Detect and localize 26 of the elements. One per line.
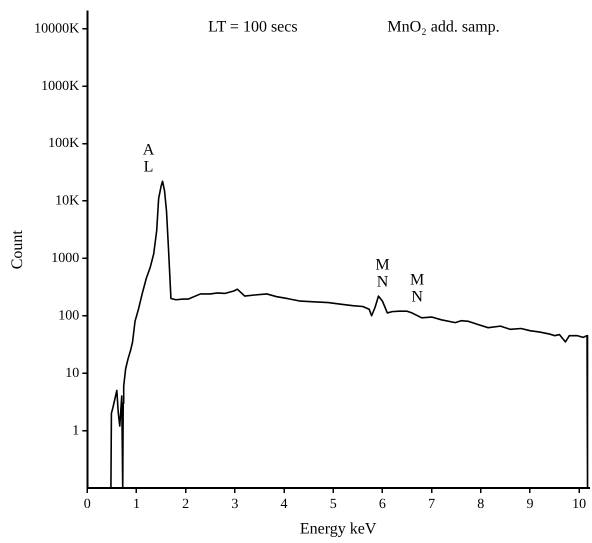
- x-tick-label: 5: [330, 497, 337, 512]
- x-tick-label: 1: [132, 497, 140, 512]
- annotation: MN: [410, 271, 424, 306]
- x-tick-label: 0: [84, 497, 91, 512]
- y-tick-label: 10: [65, 366, 80, 381]
- annotation: MN: [375, 256, 390, 290]
- annotation: AL: [142, 141, 155, 176]
- y-tick-label: 1: [72, 423, 80, 438]
- x-tick-label: 6: [378, 497, 386, 512]
- x-tick-label: 7: [428, 497, 436, 512]
- x-tick-label: 9: [526, 497, 534, 512]
- x-tick-label: 2: [182, 497, 190, 512]
- y-tick-label: 10000K: [34, 21, 80, 36]
- y-tick-label: 100K: [48, 136, 80, 152]
- x-axis-title: Energy keV: [300, 520, 377, 538]
- annotation: MnO₂ add. samp.: [387, 18, 500, 36]
- y-tick-label: 1000: [51, 251, 80, 266]
- x-tick-label: 8: [477, 497, 484, 512]
- y-tick-label: 1000K: [41, 78, 80, 94]
- x-tick-label: 3: [231, 497, 238, 512]
- x-tick-label: 4: [280, 497, 288, 512]
- annotation: LT = 100 secs: [208, 18, 298, 36]
- y-axis-title: Count: [8, 230, 26, 270]
- y-tick-label: 10K: [55, 194, 80, 209]
- y-tick-label: 100: [58, 308, 80, 324]
- x-tick-label: 10: [572, 497, 586, 512]
